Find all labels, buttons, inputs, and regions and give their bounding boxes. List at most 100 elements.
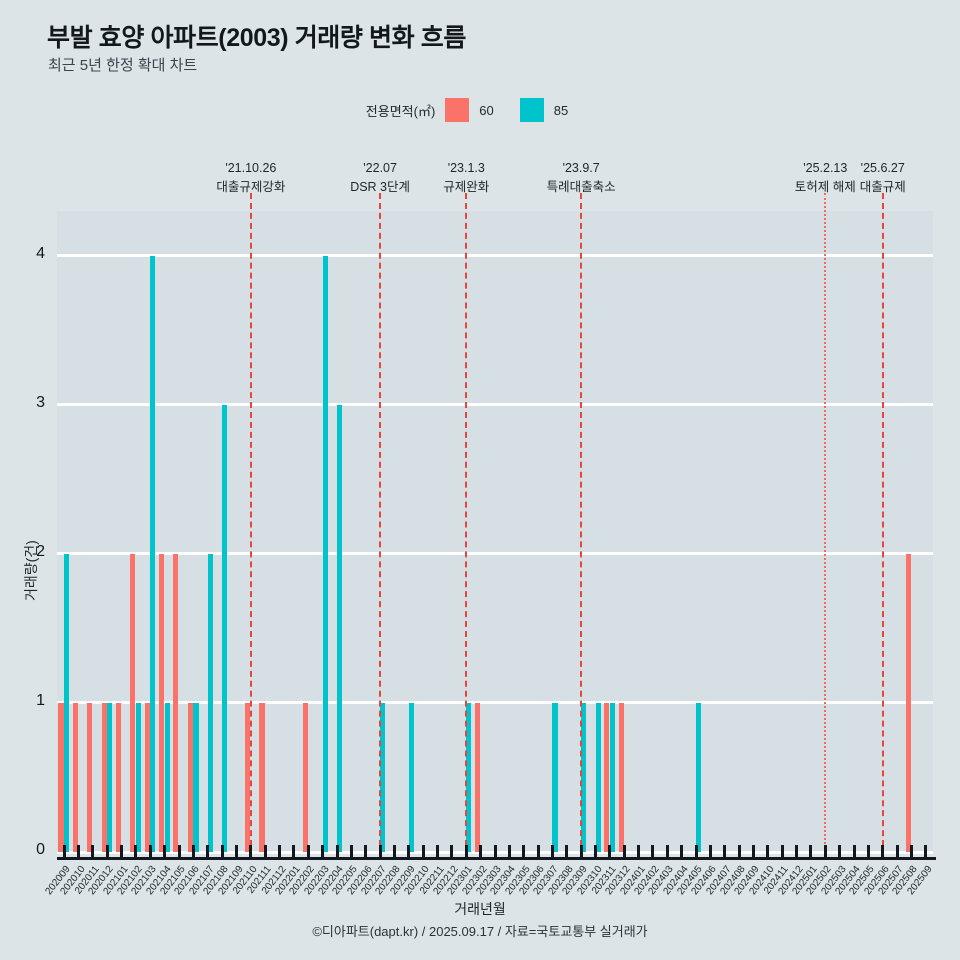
- x-tick: [680, 845, 684, 858]
- bar-85-202301[interactable]: [466, 702, 472, 852]
- x-tick: [823, 845, 827, 858]
- bar-60-202311[interactable]: [604, 702, 610, 852]
- x-tick: [177, 845, 181, 858]
- y-tick-label: 4: [36, 244, 45, 262]
- x-tick: [349, 845, 353, 858]
- event-date: '23.1.3: [447, 161, 485, 175]
- event-date: '22.07: [363, 161, 397, 175]
- x-tick: [163, 845, 167, 858]
- x-tick: [838, 845, 842, 858]
- x-tick: [579, 845, 583, 858]
- bar-85-202106[interactable]: [193, 702, 199, 852]
- x-tick: [594, 845, 598, 858]
- bar-60-202110[interactable]: [245, 702, 251, 852]
- x-tick: [450, 845, 454, 858]
- plot-area: 거래량(건): [23, 193, 933, 856]
- event-desc: 대출규제: [859, 180, 906, 194]
- bar-60-202010[interactable]: [72, 702, 78, 852]
- bar-85-202104[interactable]: [164, 702, 170, 852]
- bar-85-202310[interactable]: [595, 702, 601, 852]
- bar-85-202209[interactable]: [408, 702, 414, 852]
- gridline: [57, 701, 933, 705]
- x-tick: [392, 845, 396, 858]
- x-tick: [306, 845, 310, 858]
- bar-85-202203[interactable]: [322, 255, 328, 852]
- x-tick: [91, 845, 95, 858]
- x-tick: [507, 845, 511, 858]
- bar-85-202207[interactable]: [380, 702, 386, 852]
- x-tick: [723, 845, 727, 858]
- legend-entry-85[interactable]: 85: [519, 98, 590, 122]
- bar-60-202009[interactable]: [58, 702, 64, 852]
- bar-85-202009[interactable]: [64, 553, 70, 852]
- x-tick: [737, 845, 741, 858]
- bar-60-202104[interactable]: [158, 553, 165, 852]
- bar-85-202012[interactable]: [107, 702, 113, 852]
- x-tick: [608, 845, 612, 858]
- bar-60-202202[interactable]: [302, 702, 308, 852]
- x-tick: [364, 845, 368, 858]
- bar-60-202106[interactable]: [187, 702, 193, 852]
- footer-note: ©디아파트(dapt.kr) / 2025.09.17 / 자료=국토교통부 실…: [312, 924, 648, 939]
- bar-60-202312[interactable]: [618, 702, 624, 852]
- bar-85-202103[interactable]: [150, 255, 156, 852]
- x-tick: [191, 845, 195, 858]
- x-tick: [493, 845, 497, 858]
- x-tick: [62, 845, 66, 858]
- page-title: 부발 효양 아파트(2003) 거래량 변화 흐름: [47, 24, 466, 52]
- event-annotation-202301: '23.1.3 규제완화: [443, 159, 489, 197]
- event-annotation-202110: '21.10.26 대출규제강화: [216, 159, 285, 197]
- bar-85-202405[interactable]: [696, 702, 702, 852]
- bar-60-202011[interactable]: [87, 702, 93, 852]
- event-date: '23.9.7: [562, 161, 600, 175]
- bar-60-202111[interactable]: [259, 702, 265, 852]
- bar-85-202107[interactable]: [207, 553, 213, 852]
- x-tick: [751, 845, 755, 858]
- legend-entry-60[interactable]: 60: [445, 98, 515, 122]
- bar-60-202102[interactable]: [130, 553, 136, 852]
- bar-85-202307[interactable]: [552, 702, 558, 852]
- legend-swatch-60: [445, 98, 470, 122]
- event-date: '25.2.13: [803, 161, 848, 175]
- x-tick: [694, 845, 698, 858]
- event-annotation-202506: '25.6.27 대출규제: [860, 159, 906, 197]
- bar-60-202302[interactable]: [474, 702, 481, 852]
- x-tick: [220, 845, 224, 858]
- bar-85-202102[interactable]: [135, 702, 142, 852]
- bar-85-202311[interactable]: [609, 702, 616, 852]
- x-tick: [550, 845, 554, 858]
- x-tick: [407, 845, 411, 858]
- bar-60-202101[interactable]: [115, 702, 122, 852]
- event-line-202309: [580, 193, 583, 856]
- bar-60-202103[interactable]: [144, 702, 150, 852]
- x-tick: [522, 845, 526, 858]
- legend-label-60: 60: [479, 102, 494, 118]
- event-line-202506: [881, 193, 884, 856]
- bar-60-202012[interactable]: [101, 702, 107, 852]
- x-tick: [148, 845, 152, 858]
- x-tick: [536, 845, 540, 858]
- x-tick: [77, 845, 81, 858]
- gridline: [57, 552, 933, 556]
- bar-85-202204[interactable]: [337, 404, 343, 852]
- y-tick-label: 3: [36, 393, 45, 411]
- event-annotation-202309: '23.9.7 특례대출축소: [547, 159, 616, 197]
- x-tick: [120, 845, 124, 858]
- x-tick: [292, 845, 296, 858]
- bar-60-202105[interactable]: [173, 553, 179, 852]
- x-tick: [464, 845, 468, 858]
- gridline: [57, 403, 933, 407]
- bar-85-202108[interactable]: [222, 404, 228, 852]
- x-tick: [235, 845, 238, 858]
- y-tick-label: 2: [36, 542, 45, 560]
- legend-label-85: 85: [553, 102, 569, 118]
- x-tick: [249, 845, 253, 858]
- event-line-202301: [465, 193, 468, 856]
- event-line-202502: [824, 193, 827, 856]
- event-desc: 토허제 해제: [794, 180, 856, 194]
- x-tick: [321, 845, 325, 858]
- bar-85-202309[interactable]: [581, 702, 587, 852]
- bar-60-202508[interactable]: [905, 553, 911, 852]
- gridline: [57, 254, 933, 258]
- event-line-202207: [379, 193, 382, 856]
